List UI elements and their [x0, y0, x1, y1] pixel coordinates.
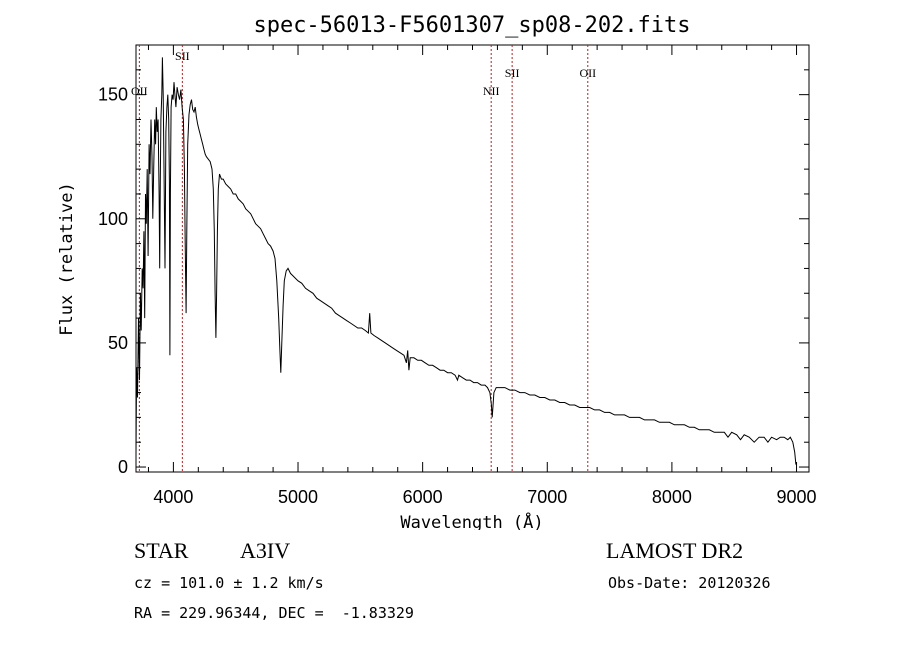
y-tick-label: 0	[118, 457, 128, 477]
line-marker-label: SII	[175, 49, 190, 63]
spectrum-line	[136, 57, 797, 465]
ra-dec-coordinates: RA = 229.96344, DEC = -1.83329	[134, 604, 414, 622]
line-marker-label: OII	[131, 84, 148, 98]
line-marker-label: NII	[483, 84, 500, 98]
line-marker-label: OII	[579, 66, 596, 80]
observation-date: Obs-Date: 20120326	[608, 574, 771, 592]
chart-title: spec-56013-F5601307_sp08-202.fits	[253, 13, 690, 38]
y-tick-label: 150	[98, 85, 128, 105]
axis-ticks: 4000 5000 6000 7000 8000 9000 0 50 100 150	[98, 45, 817, 507]
emission-line-markers: OII SII NII SII OII	[131, 45, 596, 472]
object-subclass: A3IV	[240, 538, 291, 563]
x-tick-label: 5000	[278, 487, 318, 507]
x-tick-label: 7000	[527, 487, 567, 507]
y-tick-label: 100	[98, 209, 128, 229]
x-axis-label: Wavelength (Å)	[400, 511, 543, 530]
redshift-cz: cz = 101.0 ± 1.2 km/s	[134, 574, 324, 592]
y-axis-label: Flux (relative)	[57, 182, 77, 336]
survey-name: LAMOST DR2	[606, 538, 744, 563]
object-class: STAR	[134, 538, 189, 563]
x-tick-label: 9000	[777, 487, 817, 507]
x-tick-label: 6000	[403, 487, 443, 507]
x-tick-label: 4000	[153, 487, 193, 507]
spectrum-chart: spec-56013-F5601307_sp08-202.fits OII SII…	[57, 13, 817, 530]
plot-frame	[135, 44, 810, 473]
line-marker-label: SII	[505, 66, 520, 80]
x-tick-label: 8000	[652, 487, 692, 507]
y-tick-label: 50	[108, 333, 128, 353]
